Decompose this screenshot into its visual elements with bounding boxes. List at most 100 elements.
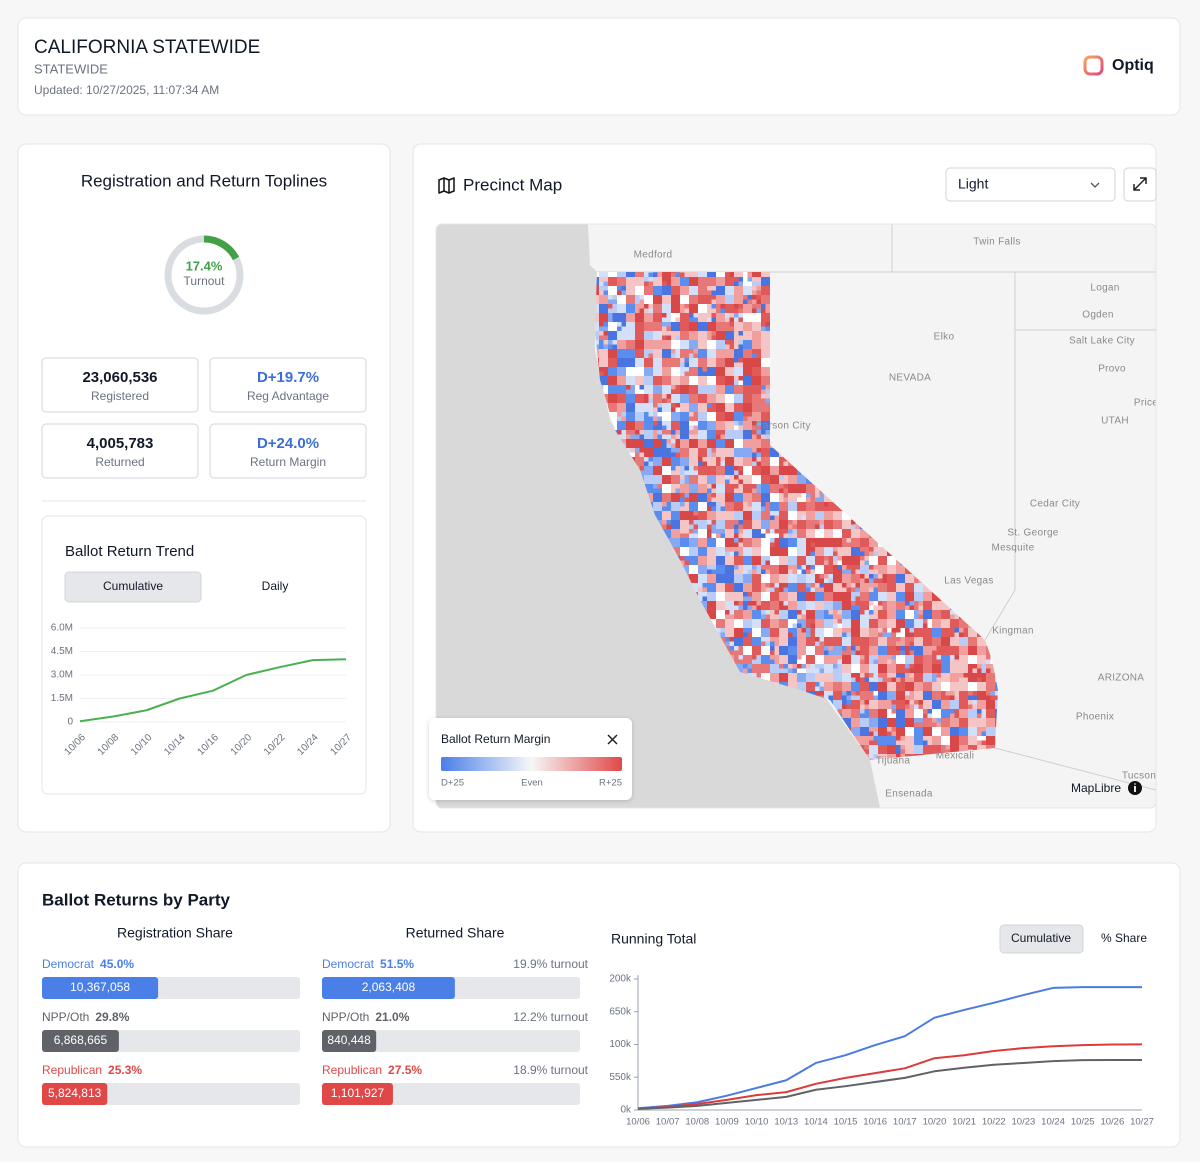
precinct	[689, 317, 694, 323]
precinct	[797, 497, 802, 503]
tab-label[interactable]: Daily	[262, 579, 289, 593]
precinct	[761, 655, 771, 665]
precinct	[743, 574, 753, 584]
precinct	[914, 655, 924, 665]
precinct	[846, 700, 852, 705]
place-label: Mesquite	[992, 543, 1035, 554]
precinct	[869, 565, 874, 570]
precinct	[878, 632, 883, 638]
precinct	[959, 637, 969, 647]
style-select[interactable]	[945, 167, 1116, 202]
tab-button[interactable]	[999, 924, 1084, 954]
stat-box	[41, 423, 199, 479]
precinct	[734, 628, 744, 638]
precinct	[833, 610, 838, 615]
place-label: Cedar City	[1030, 499, 1080, 510]
precinct	[648, 272, 654, 278]
precinct	[864, 745, 870, 750]
precinct	[738, 533, 744, 539]
precinct	[923, 637, 933, 647]
precinct	[851, 718, 861, 728]
precinct	[770, 457, 780, 467]
precinct	[747, 632, 753, 638]
precinct	[797, 565, 802, 570]
precinct	[747, 569, 753, 575]
precinct	[743, 466, 753, 476]
precinct	[635, 439, 645, 449]
tab-button[interactable]	[64, 571, 202, 603]
precinct	[932, 592, 942, 602]
place-label: Tucson	[1122, 771, 1156, 782]
precinct	[729, 479, 735, 485]
precinct	[797, 511, 802, 516]
precinct	[729, 272, 735, 273]
precinct	[716, 376, 726, 386]
precinct	[869, 641, 874, 647]
precinct	[671, 403, 676, 408]
precinct	[779, 619, 789, 629]
precinct	[644, 308, 649, 314]
precinct	[608, 286, 618, 296]
precinct	[675, 313, 681, 318]
tab-label[interactable]: Cumulative	[1011, 931, 1071, 945]
precinct	[693, 466, 699, 471]
precinct	[761, 484, 771, 494]
precinct	[734, 470, 739, 476]
precinct	[819, 583, 825, 588]
precinct	[869, 754, 874, 759]
precinct	[887, 632, 892, 638]
precinct	[824, 655, 834, 665]
precinct	[765, 385, 771, 390]
precinct	[752, 286, 757, 291]
precinct	[779, 497, 784, 503]
precinct	[698, 511, 708, 521]
precinct	[936, 650, 942, 656]
precinct	[662, 295, 672, 305]
precinct	[635, 452, 640, 458]
precinct	[878, 718, 888, 728]
precinct	[716, 304, 721, 309]
precinct	[990, 668, 996, 674]
precinct	[725, 313, 730, 318]
precinct	[779, 605, 784, 611]
precinct	[950, 655, 955, 660]
precinct	[864, 547, 870, 552]
precinct	[662, 466, 672, 476]
precinct	[801, 511, 807, 516]
precinct	[612, 304, 618, 309]
precinct	[608, 394, 618, 404]
precinct	[765, 304, 771, 309]
precinct	[765, 313, 771, 318]
precinct	[783, 479, 789, 485]
precinct	[635, 385, 640, 390]
precinct	[977, 668, 982, 674]
style-select-value[interactable]: Light	[958, 176, 988, 192]
precinct	[824, 650, 829, 656]
tab-label[interactable]: % Share	[1101, 931, 1147, 945]
precinct	[977, 736, 982, 741]
precinct	[819, 574, 825, 579]
precinct	[792, 565, 798, 570]
precinct	[662, 313, 667, 318]
precinct	[666, 394, 672, 399]
precinct	[626, 412, 636, 422]
precinct	[743, 349, 753, 359]
precinct	[702, 367, 708, 372]
precinct	[842, 655, 847, 660]
precinct	[864, 700, 870, 705]
precinct	[756, 304, 762, 309]
precinct	[918, 668, 924, 674]
precinct	[680, 430, 690, 440]
tab-label[interactable]: Cumulative	[103, 579, 163, 593]
precinct	[608, 277, 618, 287]
precinct	[900, 736, 906, 741]
precinct	[900, 727, 906, 732]
precinct	[595, 340, 600, 345]
precinct	[864, 659, 870, 665]
legend-close[interactable]	[607, 734, 618, 745]
precinct	[806, 619, 811, 624]
precinct	[716, 466, 726, 476]
precinct	[959, 727, 969, 737]
precinct	[707, 421, 717, 431]
